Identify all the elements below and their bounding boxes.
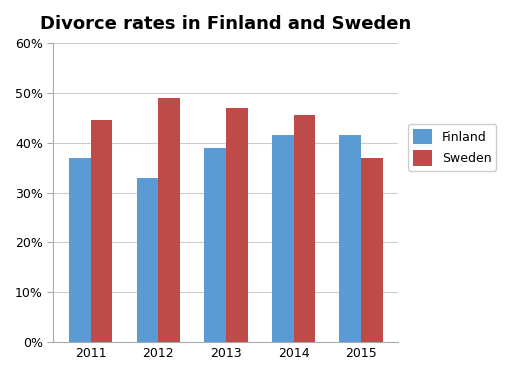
Bar — [339, 135, 361, 342]
Bar — [272, 135, 293, 342]
Bar — [137, 177, 158, 342]
Bar — [226, 108, 247, 342]
Bar — [204, 148, 226, 342]
Bar — [361, 158, 383, 342]
Legend: Finland, Sweden: Finland, Sweden — [408, 124, 497, 171]
Bar — [158, 98, 180, 342]
Bar — [91, 120, 112, 342]
Bar — [69, 158, 91, 342]
Bar — [293, 115, 315, 342]
Title: Divorce rates in Finland and Sweden: Divorce rates in Finland and Sweden — [40, 15, 412, 33]
